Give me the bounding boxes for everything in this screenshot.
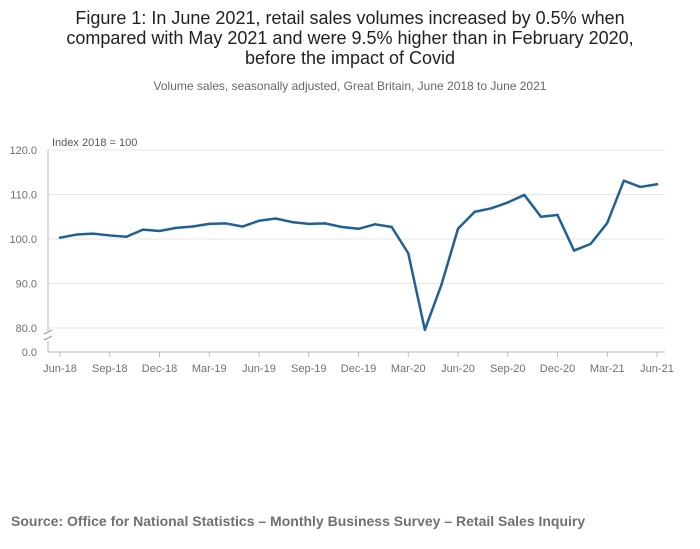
data-point-Mar-21 xyxy=(606,221,609,225)
data-point-Feb-19 xyxy=(191,225,194,228)
data-point-Sep-20 xyxy=(506,201,509,204)
data-point-Oct-19 xyxy=(324,222,327,225)
y-tick-label: 0.0 xyxy=(22,347,37,359)
axis-break-mark xyxy=(43,329,53,335)
chart-title-line-3: before the impact of Covid xyxy=(244,48,456,68)
data-point-May-19 xyxy=(241,225,244,228)
data-point-Sep-19 xyxy=(307,222,310,226)
data-point-Feb-21 xyxy=(589,242,592,246)
x-tick-label: Jun-20 xyxy=(441,363,475,375)
data-point-Nov-20 xyxy=(539,215,543,218)
data-point-Sep-18 xyxy=(108,234,111,237)
data-point-Apr-21 xyxy=(622,179,626,182)
chart-title: Figure 1: In June 2021, retail sales vol… xyxy=(0,8,700,68)
data-point-Jan-20 xyxy=(373,223,377,226)
x-tick-label: Dec-19 xyxy=(341,363,376,375)
x-tick-label: Jun-21 xyxy=(640,363,674,375)
data-point-Jul-20 xyxy=(473,210,476,214)
data-point-Jul-19 xyxy=(274,217,277,220)
x-tick-label: Sep-18 xyxy=(92,363,127,375)
y-tick-label: 110.0 xyxy=(10,190,37,202)
data-point-Jun-19 xyxy=(257,219,261,222)
x-tick-label: Jun-19 xyxy=(242,363,276,375)
y-tick-label: 90.0 xyxy=(16,279,37,291)
x-tick-label: Sep-20 xyxy=(490,363,525,375)
y-tick-label: 120.0 xyxy=(9,145,37,157)
gridlines xyxy=(48,149,665,329)
y-tick-label: 80.0 xyxy=(16,323,37,335)
x-tick-label: Mar-19 xyxy=(192,363,227,375)
data-point-Jun-18 xyxy=(58,236,62,239)
data-point-May-21 xyxy=(639,185,642,189)
data-point-Aug-20 xyxy=(489,207,493,210)
x-tick-label: Mar-21 xyxy=(590,363,625,375)
y-tick-label: 100.0 xyxy=(9,234,37,246)
series-line xyxy=(58,179,659,332)
x-tick-label: Dec-20 xyxy=(540,363,575,375)
axes: Index 2018 = 100 0.0 80.0 90.0 100.0 110.0 12… xyxy=(9,137,673,375)
data-point-Dec-19 xyxy=(357,227,360,230)
x-tick-label: Dec-18 xyxy=(142,363,177,375)
chart-title-line-2: compared with May 2021 and were 9.5% hig… xyxy=(66,28,634,48)
data-point-Mar-20 xyxy=(407,252,410,255)
source-note: Source: Office for National Statistics –… xyxy=(11,513,586,529)
data-point-Nov-19 xyxy=(340,225,344,229)
data-point-Aug-19 xyxy=(290,220,294,224)
data-point-Oct-18 xyxy=(125,235,128,238)
chart-title-line-1: Figure 1: In June 2021, retail sales vol… xyxy=(75,8,625,28)
data-point-Oct-20 xyxy=(523,193,526,197)
data-point-Jan-19 xyxy=(174,226,178,230)
axis-break-mark xyxy=(43,335,53,341)
y-axis-label: Index 2018 = 100 xyxy=(52,137,137,149)
data-point-Jul-18 xyxy=(75,233,78,236)
data-point-Dec-20 xyxy=(556,213,559,217)
data-point-Dec-18 xyxy=(158,229,161,233)
data-point-Feb-20 xyxy=(390,225,393,229)
x-tick-label: Jun-18 xyxy=(43,363,77,375)
data-point-Jan-21 xyxy=(572,249,576,252)
data-point-Aug-18 xyxy=(91,232,95,235)
data-point-Jun-20 xyxy=(456,227,460,230)
chart-subtitle: Volume sales, seasonally adjusted, Great… xyxy=(153,79,547,93)
data-point-Nov-18 xyxy=(141,228,145,231)
x-tick-label: Mar-20 xyxy=(391,363,426,375)
line-chart: Index 2018 = 100 0.0 80.0 90.0 100.0 110.0 12… xyxy=(9,137,673,375)
data-point-Mar-19 xyxy=(208,222,211,226)
data-point-Apr-20 xyxy=(423,328,427,331)
data-point-May-20 xyxy=(440,283,443,287)
data-point-Apr-19 xyxy=(224,222,228,225)
x-tick-label: Sep-19 xyxy=(291,363,326,375)
data-point-Jun-21 xyxy=(655,183,659,186)
series-layer xyxy=(58,179,659,332)
